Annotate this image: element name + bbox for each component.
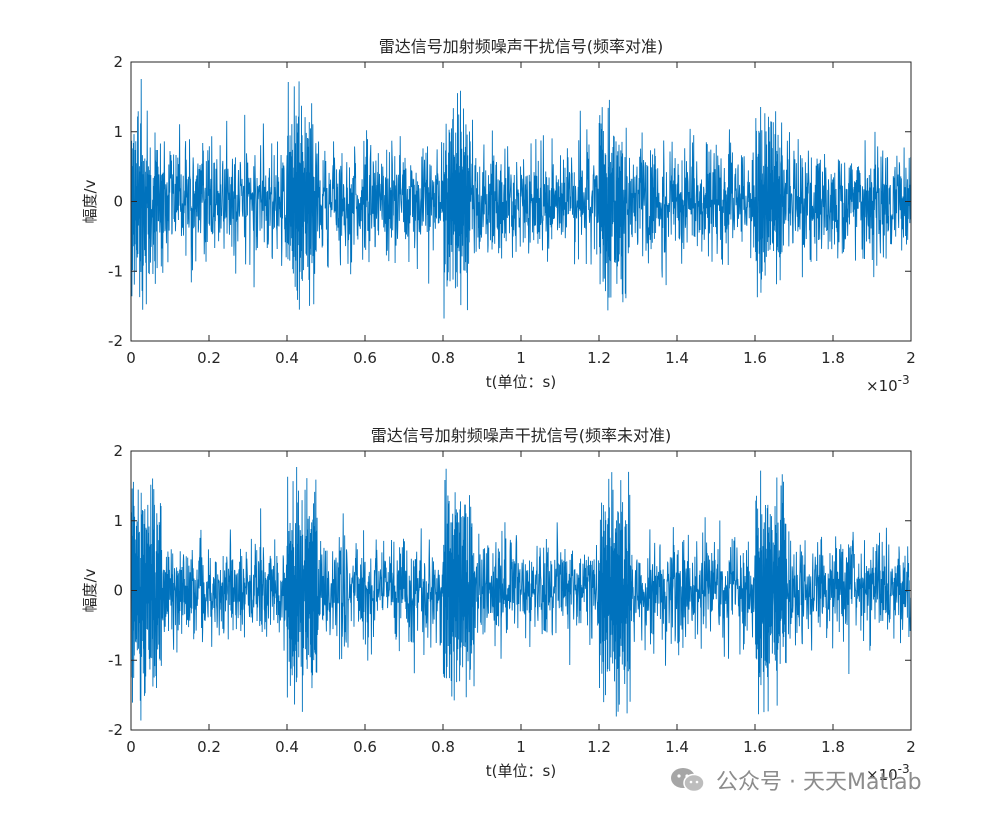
x-tick-label: 0.2 [197, 738, 221, 756]
subplot-bottom: 雷达信号加射频噪声干扰信号(频率未对准) 0 0.2 0.4 0.6 0.8 1 1.2 1.… [81, 426, 916, 784]
x-tick-label: 0.6 [353, 349, 377, 367]
watermark: 公众号 · 天天Matlab [668, 762, 922, 798]
x-tick-label: 1.8 [821, 349, 845, 367]
y-tick-label: -2 [108, 721, 123, 739]
x-tick-label: 0.4 [275, 738, 299, 756]
y-tick-label: 1 [113, 123, 123, 141]
series-line [131, 467, 911, 721]
x-tick-label: 0.2 [197, 349, 221, 367]
watermark-text: 公众号 · 天天Matlab [716, 770, 922, 795]
y-tick-label: 0 [113, 193, 123, 211]
x-tick-label: 1 [516, 349, 526, 367]
x-tick-label: 1.8 [821, 738, 845, 756]
y-tick-label: 2 [113, 442, 123, 460]
tick-layer: 0 0.2 0.4 0.6 0.8 1 1.2 1.4 1.6 1.8 2 -2 -1 0 1 2 [108, 442, 916, 756]
x-tick-label: 0.8 [431, 738, 455, 756]
series-line [131, 78, 911, 319]
y-tick-label: -1 [108, 651, 123, 669]
axes-box [130, 61, 912, 342]
x-tick-label: 1.2 [587, 738, 611, 756]
wechat-icon [671, 768, 705, 793]
chart-title: 雷达信号加射频噪声干扰信号(频率对准) [379, 37, 664, 56]
y-tick-label: -1 [108, 262, 123, 280]
tick-layer: 0 0.2 0.4 0.6 0.8 1 1.2 1.4 1.6 1.8 2 -2 -1 0 1 2 [108, 53, 916, 367]
x-tick-label: 1.2 [587, 349, 611, 367]
x-exponent-label: ×10-3 [866, 373, 910, 395]
x-tick-label: 1.4 [665, 349, 689, 367]
y-tick-label: 0 [113, 582, 123, 600]
y-axis-label: 幅度/v [81, 179, 99, 223]
x-axis-label: t(单位：s) [486, 373, 556, 391]
subplot-top: 雷达信号加射频噪声干扰信号(频率对准) 0 0.2 0.4 0.6 0.8 1 1.2 1.4… [81, 37, 916, 395]
series-layer [131, 467, 911, 721]
y-tick-label: 1 [113, 512, 123, 530]
series-layer [131, 78, 911, 319]
y-tick-label: 2 [113, 53, 123, 71]
x-tick-label: 1.6 [743, 349, 767, 367]
x-tick-label: 0 [126, 349, 136, 367]
x-tick-label: 1.4 [665, 738, 689, 756]
x-tick-label: 0 [126, 738, 136, 756]
x-tick-label: 2 [906, 738, 916, 756]
chart-title: 雷达信号加射频噪声干扰信号(频率未对准) [371, 426, 672, 445]
x-exponent-label: ×10-3 [866, 762, 910, 784]
x-tick-label: 0.6 [353, 738, 377, 756]
x-tick-label: 0.8 [431, 349, 455, 367]
x-tick-label: 2 [906, 349, 916, 367]
x-tick-label: 1 [516, 738, 526, 756]
x-tick-label: 0.4 [275, 349, 299, 367]
y-axis-label: 幅度/v [81, 568, 99, 612]
x-axis-label: t(单位：s) [486, 762, 556, 780]
x-tick-label: 1.6 [743, 738, 767, 756]
y-tick-label: -2 [108, 332, 123, 350]
